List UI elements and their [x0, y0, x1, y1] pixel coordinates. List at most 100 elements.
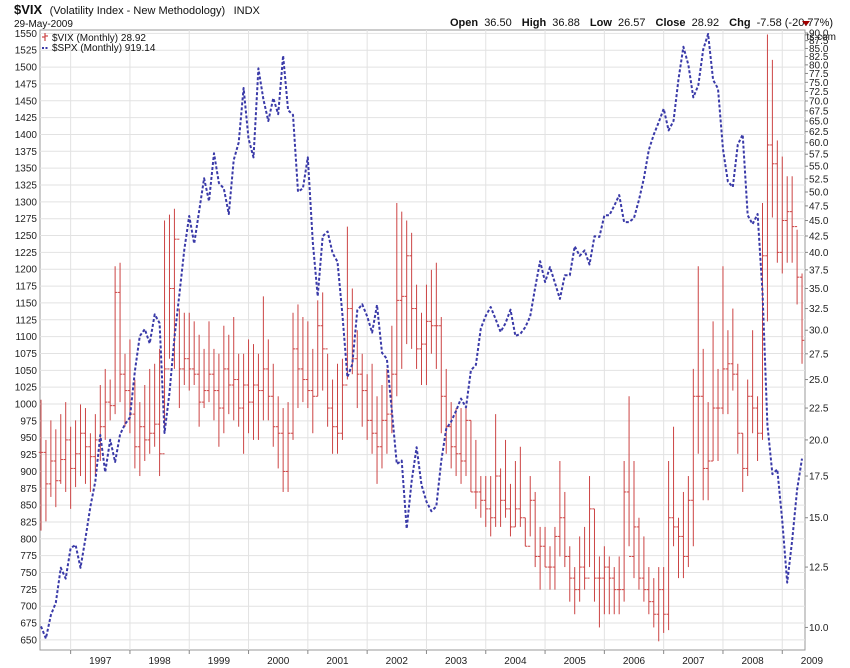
vix-bar [43, 439, 49, 522]
legend-spx-label: $SPX (Monthly) 919.14 [52, 43, 156, 54]
vix-bar [463, 408, 469, 477]
vix-bar [364, 374, 370, 440]
vix-bar [211, 348, 217, 421]
vix-bar [626, 396, 632, 557]
x-tick-label: 2003 [445, 656, 468, 667]
vix-bar [542, 526, 548, 568]
left-tick-label: 1300 [15, 197, 38, 208]
vix-bar [112, 266, 118, 415]
vix-bar [275, 396, 281, 469]
vix-bar [691, 368, 696, 547]
vix-bar [167, 214, 172, 370]
high-label: High [522, 17, 547, 29]
left-tick-label: 1500 [15, 63, 38, 74]
vix-bar [58, 414, 63, 484]
vix-bar [216, 353, 222, 447]
right-tick-label: 72.5 [809, 87, 829, 98]
left-tick-label: 1225 [15, 248, 38, 259]
x-tick-label: 2005 [564, 656, 587, 667]
left-tick-label: 825 [20, 517, 37, 528]
right-tick-label: 75.0 [809, 78, 829, 89]
vix-bar [448, 402, 454, 469]
vix-bar [256, 353, 261, 440]
vix-bar [676, 517, 681, 579]
right-tick-label: 80.0 [809, 60, 829, 71]
low-value: 26.57 [618, 17, 646, 29]
left-tick-label: 1275 [15, 214, 38, 225]
right-tick-label: 57.5 [809, 150, 829, 161]
vix-bar [705, 402, 711, 501]
right-tick-label: 47.5 [809, 201, 829, 212]
vix-bar [122, 353, 128, 427]
vix-bar [528, 476, 533, 547]
vix-bar [607, 556, 612, 615]
vix-bar [686, 476, 691, 568]
left-tick-label: 1550 [15, 29, 38, 40]
vix-bar [572, 567, 577, 615]
vix-bar [137, 402, 143, 477]
x-tick-label: 2007 [682, 656, 705, 667]
right-tick-label: 87.5 [809, 36, 829, 47]
vix-bar [587, 476, 592, 579]
left-tick-label: 1075 [15, 349, 38, 360]
vix-bar [384, 368, 390, 454]
vix-bar [458, 408, 464, 484]
vix-bar [399, 211, 404, 369]
vix-bar [251, 344, 256, 440]
right-tick-label: 55.0 [809, 162, 829, 173]
right-tick-label: 42.5 [809, 231, 829, 242]
vix-bar [280, 408, 286, 492]
vix-bar [404, 220, 409, 345]
close-label: Close [656, 17, 686, 29]
left-tick-label: 950 [20, 433, 37, 444]
vix-bar [236, 353, 241, 427]
vix-bar [88, 433, 93, 492]
right-tick-label: 32.5 [809, 304, 829, 315]
left-tick-label: 1125 [15, 315, 37, 326]
vix-bar [636, 517, 642, 590]
symbol: $VIX [14, 2, 43, 17]
vix-bar [103, 368, 108, 440]
vix-bar [656, 567, 661, 642]
vix-bar [157, 348, 162, 477]
vix-bar [196, 334, 202, 427]
vix-bar [38, 399, 44, 531]
vix-bar [493, 414, 498, 527]
vix-bar [641, 536, 647, 602]
plot-area [39, 29, 806, 651]
vix-bar [616, 556, 622, 615]
x-axis: 1997 1998 1999 2000 2001 2002 2003 2004 2005 2006… [70, 650, 823, 667]
vix-bar [206, 321, 212, 403]
vix-bar [300, 317, 306, 403]
vix-bar [394, 203, 400, 397]
vix-bar [799, 273, 805, 364]
vix-bar [547, 546, 553, 590]
left-tick-label: 675 [20, 619, 37, 630]
right-tick-label: 62.5 [809, 127, 829, 138]
left-tick-label: 1400 [15, 130, 38, 141]
vix-bar [142, 385, 147, 462]
right-tick-label: 15.0 [809, 513, 829, 524]
right-tick-label: 82.5 [809, 52, 829, 63]
chg-label: Chg [729, 17, 750, 29]
right-tick-label: 17.5 [809, 472, 829, 483]
vix-bar [320, 292, 325, 391]
vix-bar [177, 238, 182, 409]
vix-bar [48, 420, 54, 497]
vix-bar [369, 363, 375, 454]
x-tick-label: 2006 [623, 656, 646, 667]
x-tick-label: 1997 [89, 656, 112, 667]
vix-bar [409, 232, 414, 349]
left-tick-label: 1325 [15, 181, 38, 192]
right-tick-label: 77.5 [809, 69, 829, 80]
vix-bar [419, 312, 424, 386]
left-tick-label: 1375 [15, 147, 38, 158]
right-tick-label: 45.0 [809, 216, 829, 227]
vix-series [38, 34, 805, 642]
right-tick-label: 30.0 [809, 326, 829, 337]
vix-bar [261, 296, 266, 421]
vix-bar [696, 266, 701, 454]
vix-bar [379, 385, 385, 469]
vix-bar [290, 312, 296, 440]
